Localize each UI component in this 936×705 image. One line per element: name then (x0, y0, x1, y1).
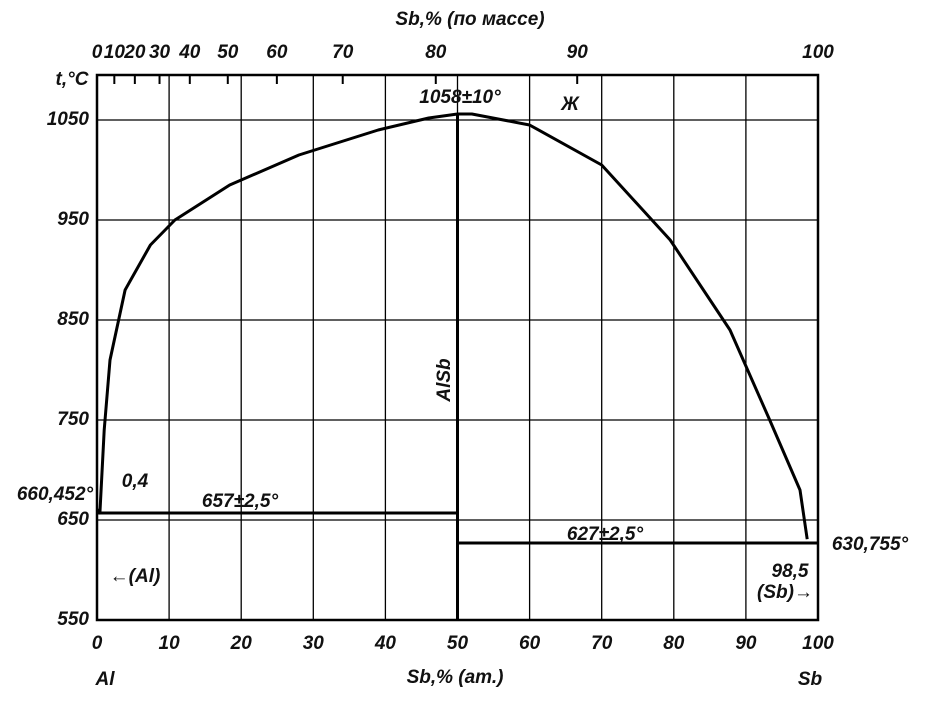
x-tick-label: 30 (303, 633, 325, 654)
phase-line (95, 112, 809, 540)
x-tick-label: 90 (735, 633, 757, 654)
annotation: 657±2,5° (202, 491, 279, 512)
y-axis-title: t,°C (56, 69, 89, 90)
annotation: 630,755° (832, 534, 909, 555)
annotation: 1058±10° (419, 87, 501, 108)
annotation: 98,5 (772, 561, 809, 582)
y-tick-label: 750 (57, 409, 89, 430)
x-tick-label: 40 (374, 633, 397, 654)
x-tick-label: 100 (802, 633, 834, 654)
y-tick-label: 850 (57, 309, 89, 330)
top-tick-label: 90 (567, 42, 589, 63)
y-tick-label: 550 (57, 609, 89, 630)
annotation: 0,4 (122, 471, 149, 492)
y-tick-label: 650 (57, 509, 89, 530)
top-tick-label: 30 (149, 42, 171, 63)
top-tick-label: 20 (123, 42, 146, 63)
annotation: AlSb (434, 358, 455, 403)
annotation: ←(Al) (110, 566, 161, 587)
annotation: (Sb)→ (757, 582, 813, 603)
top-tick-label: 80 (425, 42, 447, 63)
annotation: 660,452° (17, 484, 94, 505)
x-tick-label: 70 (591, 633, 613, 654)
x-end-label: Sb (798, 669, 823, 690)
x-tick-label: 20 (230, 633, 253, 654)
x-tick-label: 10 (159, 633, 181, 654)
top-tick-label: 0 (92, 42, 103, 63)
top-tick-label: 60 (266, 42, 288, 63)
top-axis-title: Sb,% (по массе) (395, 9, 544, 30)
x-tick-label: 60 (519, 633, 541, 654)
x-tick-label: 50 (447, 633, 469, 654)
top-tick-label: 40 (178, 42, 201, 63)
y-tick-label: 950 (57, 209, 89, 230)
top-tick-label: 50 (217, 42, 239, 63)
top-tick-label: 100 (802, 42, 834, 63)
top-tick-label: 10 (104, 42, 126, 63)
x-tick-label: 80 (663, 633, 685, 654)
y-tick-label: 1050 (47, 109, 90, 130)
x-tick-label: 0 (92, 633, 103, 654)
annotation: Ж (560, 94, 580, 115)
x-axis-title: Sb,% (ат.) (407, 667, 504, 688)
top-tick-label: 70 (332, 42, 354, 63)
annotation: 627±2,5° (567, 524, 644, 545)
x-end-label: Al (95, 669, 116, 690)
